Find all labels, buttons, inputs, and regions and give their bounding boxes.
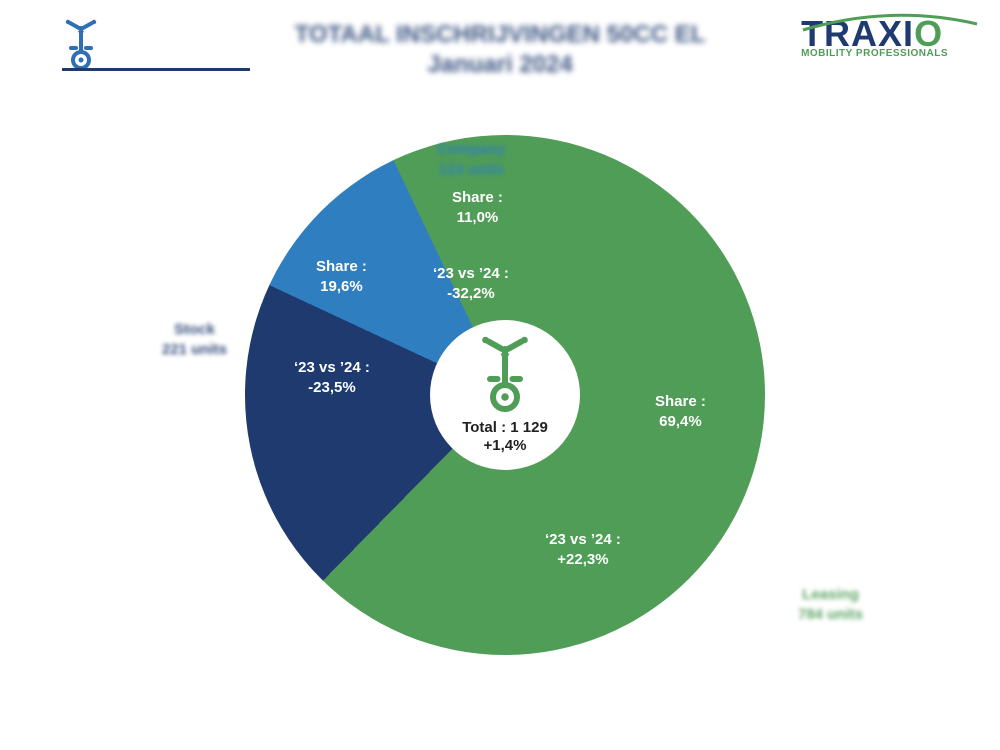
slice-yoy-leasing: ‘23 vs ’24 :+22,3%: [545, 530, 621, 571]
slice-yoy-stock: ‘23 vs ’24 :-23,5%: [294, 358, 370, 399]
slice-share-leasing: Share :69,4%: [655, 392, 706, 433]
logo-swoosh: [801, 10, 981, 34]
slice-share-stock: Share :19,6%: [316, 257, 367, 298]
logo-tagline: MOBILITY PROFESSIONALS: [801, 48, 948, 59]
scooter-icon: [470, 334, 540, 417]
root: TOTAAL INSCHRIJVINGEN 50CC EL Januari 20…: [0, 0, 1000, 750]
slice-yoy-company: ‘23 vs ’24 :-32,2%: [433, 264, 509, 305]
slice-category-leasing: Leasing784 units: [798, 585, 863, 626]
slice-category-company: Company124 units: [437, 140, 505, 181]
slice-share-company: Share :11,0%: [452, 188, 503, 229]
center-total: Total : 1 129 +1,4%: [462, 419, 548, 457]
pie-center: Total : 1 129 +1,4%: [430, 320, 580, 470]
slice-category-stock: Stock221 units: [162, 320, 227, 361]
traxio-logo: TRAXIO MOBILITY PROFESSIONALS: [801, 18, 948, 59]
